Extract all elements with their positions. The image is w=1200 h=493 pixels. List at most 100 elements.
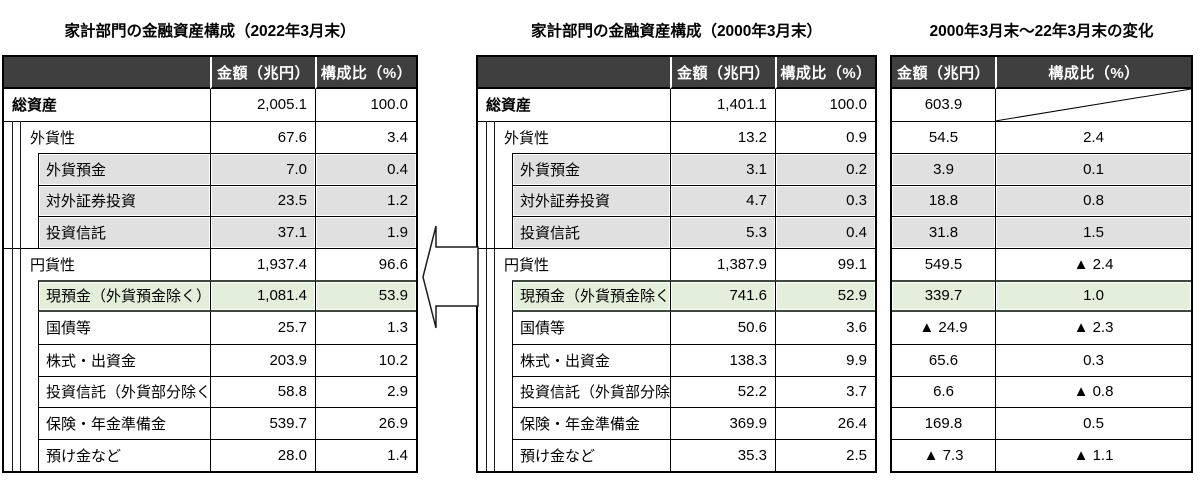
ratio-value: 99.1 — [775, 248, 875, 280]
row-label: 投資信託 — [512, 216, 670, 249]
amount-value: 138.3 — [670, 343, 775, 376]
ratio-value: 1.9 — [315, 216, 416, 249]
ratio-value: 0.5 — [995, 407, 1191, 440]
ratio-value: 9.9 — [775, 343, 875, 376]
amount-value: 58.8 — [210, 375, 315, 408]
column-header-ratio: 構成比（%） — [995, 57, 1191, 89]
amount-value: 25.7 — [210, 311, 315, 344]
amount-value: 3.1 — [670, 152, 775, 185]
amount-value: 23.5 — [210, 184, 315, 217]
ratio-value: ▲ 2.3 — [995, 311, 1191, 344]
row-label: 円貨性 — [478, 248, 670, 280]
ratio-value: 100.0 — [315, 89, 416, 121]
ratio-value: 1.4 — [315, 439, 416, 471]
amount-value: 37.1 — [210, 216, 315, 249]
amount-value: ▲ 7.3 — [892, 439, 995, 471]
amount-value: 1,081.4 — [210, 280, 315, 312]
ratio-value: 0.4 — [315, 152, 416, 185]
row-label: 株式・出資金 — [38, 343, 210, 376]
amount-value: 35.3 — [670, 439, 775, 471]
row-label: 対外証券投資 — [38, 184, 210, 217]
amount-value: 52.2 — [670, 375, 775, 408]
column-header-amount: 金額（兆円） — [892, 57, 995, 89]
ratio-value: 0.8 — [995, 184, 1191, 217]
row-label: 投資信託 — [38, 216, 210, 249]
ratio-value: 1.3 — [315, 311, 416, 344]
row-label: 円貨性 — [4, 248, 210, 280]
ratio-value: 26.9 — [315, 407, 416, 440]
ratio-value: 26.4 — [775, 407, 875, 440]
amount-value: 741.6 — [670, 280, 775, 312]
ratio-value: 52.9 — [775, 280, 875, 312]
row-label: 預け金など — [38, 439, 210, 471]
amount-value: 1,387.9 — [670, 248, 775, 280]
amount-value: 13.2 — [670, 120, 775, 153]
ratio-value: ▲ 1.1 — [995, 439, 1191, 471]
ratio-value: 1.2 — [315, 184, 416, 217]
table-change-title: 2000年3月末～22年3月末の変化 — [929, 23, 1154, 40]
row-label: 保険・年金準備金 — [38, 407, 210, 440]
column-header-amount: 金額（兆円） — [210, 57, 315, 89]
ratio-value: ▲ 0.8 — [995, 375, 1191, 408]
amount-value: 65.6 — [892, 343, 995, 376]
row-label: 投資信託（外貨部分除く） — [512, 375, 670, 408]
amount-value: 2,005.1 — [210, 89, 315, 121]
amount-value: 6.6 — [892, 375, 995, 408]
amount-value: 369.9 — [670, 407, 775, 440]
amount-value: 7.0 — [210, 152, 315, 185]
row-label: 国債等 — [38, 311, 210, 344]
ratio-value-crossed — [995, 89, 1191, 121]
ratio-value: 0.3 — [775, 184, 875, 217]
ratio-value: ▲ 2.4 — [995, 248, 1191, 280]
amount-value: 1,937.4 — [210, 248, 315, 280]
row-label: 国債等 — [512, 311, 670, 344]
ratio-value: 3.6 — [775, 311, 875, 344]
amount-value: 203.9 — [210, 343, 315, 376]
ratio-value: 2.4 — [995, 120, 1191, 153]
ratio-value: 0.2 — [775, 152, 875, 185]
ratio-value: 3.4 — [315, 120, 416, 153]
column-header-empty — [478, 57, 670, 89]
row-label: 預け金など — [512, 439, 670, 471]
amount-value: 50.6 — [670, 311, 775, 344]
hierarchy-line — [12, 121, 13, 471]
row-label: 保険・年金準備金 — [512, 407, 670, 440]
amount-value: 603.9 — [924, 96, 963, 114]
amount-value: 3.9 — [892, 152, 995, 185]
ratio-value: 0.1 — [995, 152, 1191, 185]
row-label: 外貨預金 — [38, 152, 210, 185]
row-label: 外貨預金 — [512, 152, 670, 185]
amount-value: 539.7 — [210, 407, 315, 440]
hierarchy-line — [486, 121, 487, 471]
ratio-value: 0.9 — [775, 120, 875, 153]
table-2022-title: 家計部門の金融資産構成（2022年3月末） — [64, 23, 356, 40]
ratio-value: 2.9 — [315, 375, 416, 408]
amount-value: 1,401.1 — [670, 89, 775, 121]
amount-value: 5.3 — [670, 216, 775, 249]
ratio-value: 100.0 — [775, 89, 875, 121]
column-header-ratio: 構成比（%） — [775, 57, 875, 89]
ratio-value: 3.7 — [775, 375, 875, 408]
row-label: 総資産 — [486, 97, 532, 115]
table-change: 金額（兆円） 構成比（%） 603.9 54.5 2.4 3.9 0.1 18.… — [890, 55, 1193, 473]
ratio-value: 10.2 — [315, 343, 416, 376]
amount-value: 169.8 — [892, 407, 995, 439]
amount-value: 31.8 — [892, 216, 995, 249]
row-label: 現預金（外貨預金除く） — [38, 280, 210, 312]
ratio-value: 96.6 — [315, 248, 416, 280]
row-label: 現預金（外貨預金除く） — [512, 280, 670, 312]
table-2000-title: 家計部門の金融資産構成（2000年3月末） — [530, 23, 823, 40]
ratio-value: 0.4 — [775, 216, 875, 249]
amount-value: 67.6 — [210, 120, 315, 153]
column-header-amount: 金額（兆円） — [670, 57, 775, 89]
table-2022: 金額（兆円） 構成比（%） 総資産 2,005.1 100.0 外貨性 67.6… — [2, 55, 418, 473]
ratio-value: 1.0 — [995, 280, 1191, 312]
hierarchy-line — [20, 121, 21, 471]
column-header-empty — [4, 57, 210, 89]
ratio-value: 2.5 — [775, 439, 875, 471]
ratio-value: 0.3 — [995, 343, 1191, 376]
row-label: 外貨性 — [4, 120, 210, 153]
column-header-ratio: 構成比（%） — [315, 57, 416, 89]
ratio-value: 53.9 — [315, 280, 416, 312]
